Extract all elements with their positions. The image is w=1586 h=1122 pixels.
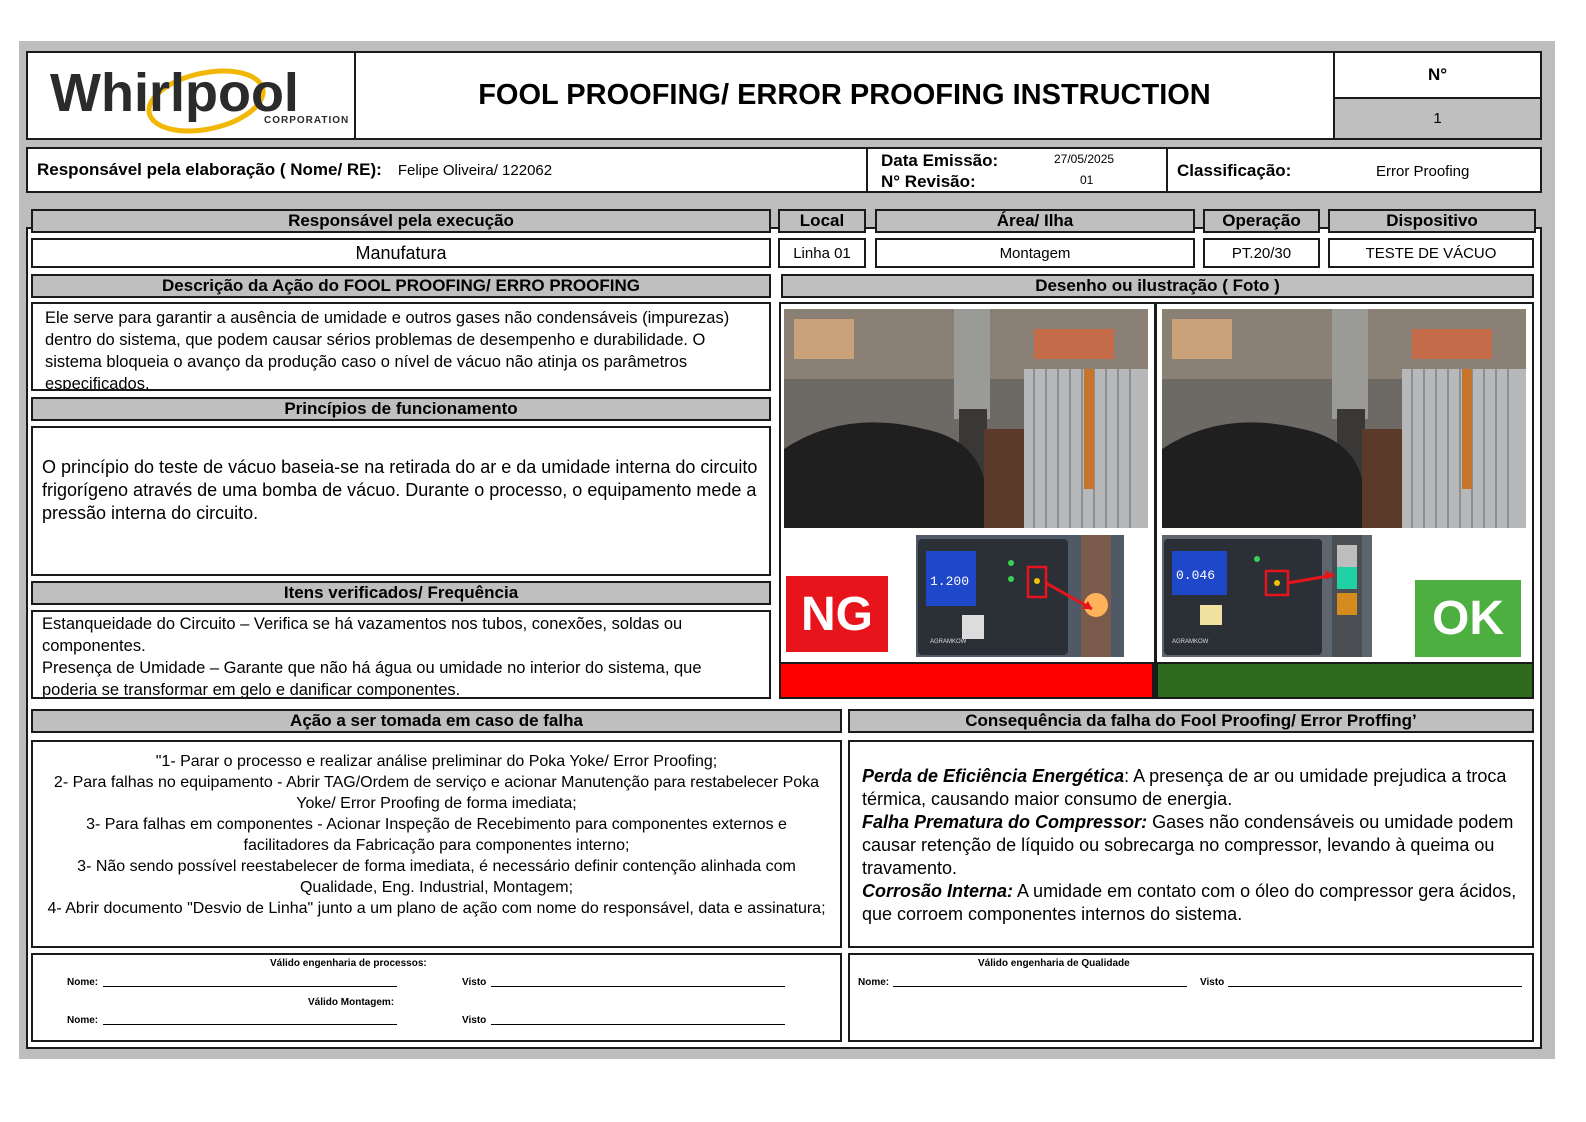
- local-header: Local: [778, 209, 866, 233]
- signature-block-left: Válido engenharia de processos: Nome: Vi…: [31, 953, 842, 1042]
- visto-label-2: Visto: [462, 1015, 487, 1026]
- qualidade-label: Válido engenharia de Qualidade: [978, 958, 1130, 969]
- consequencia-sep-1: :: [1124, 766, 1130, 786]
- visto-signature-line-3[interactable]: [1228, 977, 1522, 987]
- consequencia-item-2: Falha Prematura do Compressor: Gases não…: [862, 811, 1520, 880]
- logo-wordmark: Whirlpool: [50, 63, 299, 123]
- consequencia-title-3: Corrosão Interna:: [862, 881, 1014, 901]
- ng-control-panel: 1.200 AGRAMKOW: [916, 535, 1124, 657]
- nome-label-1: Nome:: [67, 977, 99, 988]
- area-value: Montagem: [875, 238, 1195, 268]
- emissao-cell: Data Emissão: 27/05/2025 N° Revisão: 01: [866, 147, 1168, 193]
- ng-badge: NG: [786, 576, 888, 652]
- number-label: N°: [1427, 65, 1448, 84]
- principios-box: O princípio do teste de vácuo baseia-se …: [31, 426, 771, 576]
- ok-machine-photo: [1162, 309, 1526, 528]
- ng-machine-photo: [784, 309, 1148, 528]
- photos-divider: [1154, 302, 1157, 699]
- itens-line-1: Estanqueidade do Circuito – Verifica se …: [42, 615, 683, 655]
- operacao-header: Operação: [1203, 209, 1320, 233]
- acao-box: "1- Parar o processo e realizar análise …: [31, 740, 842, 948]
- execucao-value: Manufatura: [31, 238, 771, 268]
- number-value: 1: [1433, 110, 1442, 127]
- local-value: Linha 01: [778, 238, 866, 268]
- data-emissao-value: 27/05/2025: [1054, 152, 1115, 166]
- operacao-value: PT.20/30: [1203, 238, 1320, 268]
- classificacao-value: Error Proofing: [1376, 163, 1470, 180]
- itens-line-2: Presença de Umidade – Garante que não há…: [42, 659, 702, 699]
- acao-line-5: 4- Abrir documento "Desvio de Linha" jun…: [47, 900, 826, 917]
- nome-signature-line-2[interactable]: [103, 1015, 397, 1025]
- ok-badge-label: OK: [1432, 592, 1504, 645]
- title-cell: FOOL PROOFING/ ERROR PROOFING INSTRUCTIO…: [354, 51, 1335, 140]
- data-emissao-label: Data Emissão:: [881, 151, 999, 170]
- ok-status-bar: [1156, 662, 1534, 699]
- acao-line-1: "1- Parar o processo e realizar análise …: [155, 753, 718, 770]
- responsavel-cell: Responsável pela elaboração ( Nome/ RE):…: [26, 147, 868, 193]
- acao-line-2: 2- Para falhas no equipamento - Abrir TA…: [53, 774, 820, 812]
- document-title: FOOL PROOFING/ ERROR PROOFING INSTRUCTIO…: [478, 79, 1211, 111]
- ok-photo-illustration: [1162, 309, 1526, 528]
- logo-cell: Whirlpool CORPORATION: [26, 51, 356, 140]
- ng-photo-illustration: [784, 309, 1148, 528]
- ok-display-value: 0.046: [1176, 568, 1215, 583]
- ng-display-value: 1.200: [930, 574, 969, 589]
- responsavel-label: Responsável pela elaboração ( Nome/ RE):: [37, 160, 382, 179]
- visto-signature-line-2[interactable]: [491, 1015, 785, 1025]
- consequencia-title-1: Perda de Eficiência Energética: [862, 766, 1125, 786]
- ng-status-bar: [779, 662, 1154, 699]
- whirlpool-logo: Whirlpool CORPORATION: [50, 63, 349, 134]
- nome-label-3: Nome:: [858, 977, 890, 988]
- descricao-box: Ele serve para garantir a ausência de um…: [31, 302, 771, 391]
- execucao-header: Responsável pela execução: [31, 209, 771, 233]
- classificacao-label: Classificação:: [1177, 161, 1292, 180]
- consequencia-text-3: A umidade em contato com o óleo do compr…: [862, 881, 1517, 924]
- logo-subtitle: CORPORATION: [264, 115, 349, 126]
- descricao-header: Descrição da Ação do FOOL PROOFING/ ERRO…: [31, 274, 771, 298]
- ng-badge-label: NG: [801, 587, 873, 641]
- itens-header: Itens verificados/ Frequência: [31, 581, 771, 605]
- dispositivo-header: Dispositivo: [1328, 209, 1536, 233]
- dispositivo-value: TESTE DE VÁCUO: [1328, 238, 1534, 268]
- nome-label-2: Nome:: [67, 1015, 99, 1026]
- revisao-value: 01: [1080, 173, 1094, 187]
- consequencia-item-1: Perda de Eficiência Energética: A presen…: [862, 765, 1520, 811]
- visto-signature-line-1[interactable]: [491, 977, 785, 987]
- acao-line-3: 3- Para falhas em componentes - Acionar …: [86, 816, 787, 854]
- acao-header: Ação a ser tomada em caso de falha: [31, 709, 842, 733]
- consequencia-box: Perda de Eficiência Energética: A presen…: [848, 740, 1534, 948]
- consequencia-header: Consequência da falha do Fool Proofing/ …: [848, 709, 1534, 733]
- descricao-text: Ele serve para garantir a ausência de um…: [45, 309, 730, 391]
- consequencia-text-2: Gases não condensáveis ou umidade podem …: [862, 812, 1514, 878]
- ng-panel-photo: 1.200 AGRAMKOW: [916, 535, 1124, 657]
- classificacao-cell: Classificação: Error Proofing: [1166, 147, 1542, 193]
- acao-line-4: 3- Não sendo possível reestabelecer de f…: [77, 858, 796, 896]
- consequencia-text-1: A presença de ar ou umidade prejudica a …: [862, 766, 1507, 809]
- consequencia-title-2: Falha Prematura do Compressor:: [862, 812, 1148, 832]
- visto-label-1: Visto: [462, 977, 487, 988]
- number-value-cell: 1: [1333, 97, 1542, 140]
- area-header: Área/ Ilha: [875, 209, 1195, 233]
- nome-signature-line-3[interactable]: [893, 977, 1187, 987]
- signature-block-right: Válido engenharia de Qualidade Nome: Vis…: [848, 953, 1534, 1042]
- consequencia-item-3: Corrosão Interna: A umidade em contato c…: [862, 880, 1520, 926]
- processos-label: Válido engenharia de processos:: [270, 958, 427, 969]
- ok-badge: OK: [1415, 580, 1521, 657]
- revisao-label: N° Revisão:: [881, 172, 976, 191]
- itens-box: Estanqueidade do Circuito – Verifica se …: [31, 610, 771, 699]
- principios-header: Princípios de funcionamento: [31, 397, 771, 421]
- ok-control-panel: 0.046 AGRAMKOW: [1162, 535, 1372, 657]
- desenho-header: Desenho ou ilustração ( Foto ): [781, 274, 1534, 298]
- responsavel-value: Felipe Oliveira/ 122062: [397, 161, 553, 179]
- nome-signature-line-1[interactable]: [103, 977, 397, 987]
- visto-label-3: Visto: [1200, 977, 1225, 988]
- principios-text: O princípio do teste de vácuo baseia-se …: [42, 457, 758, 523]
- ok-panel-brand: AGRAMKOW: [1172, 639, 1209, 645]
- ng-panel-brand: AGRAMKOW: [930, 639, 967, 645]
- number-label-cell: N°: [1333, 51, 1542, 99]
- montagem-label: Válido Montagem:: [308, 997, 395, 1008]
- ok-panel-photo: 0.046 AGRAMKOW: [1162, 535, 1372, 657]
